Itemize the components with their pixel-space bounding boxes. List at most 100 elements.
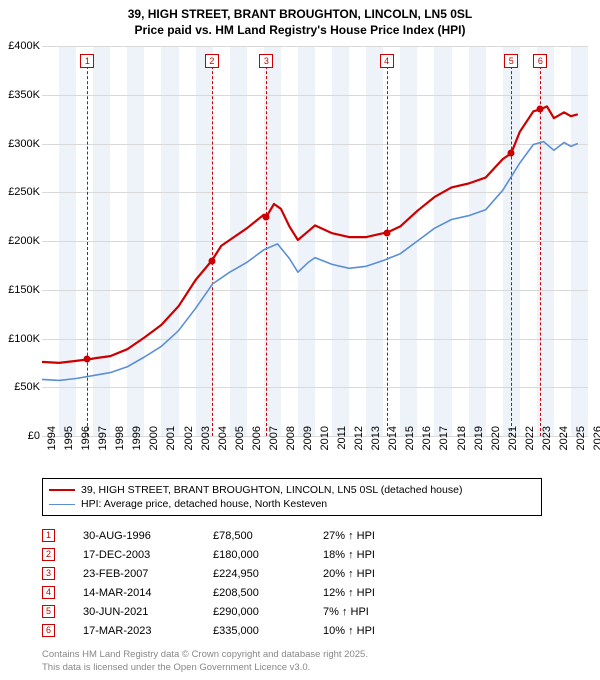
sales-row: 4 14-MAR-2014£208,50012% ↑ HPI	[42, 583, 423, 602]
x-tick-label: 1997	[97, 426, 109, 460]
sales-row-price: £335,000	[213, 625, 323, 637]
x-tick-label: 1996	[80, 426, 92, 460]
x-tick-label: 2014	[387, 426, 399, 460]
property-line	[42, 106, 578, 363]
x-tick-label: 2020	[490, 426, 502, 460]
x-tick-label: 2016	[421, 426, 433, 460]
x-tick-label: 2006	[251, 426, 263, 460]
sales-row: 3 23-FEB-2007£224,95020% ↑ HPI	[42, 564, 423, 583]
x-tick-label: 2012	[353, 426, 365, 460]
sale-dot	[383, 229, 390, 236]
y-tick-label: £350K	[0, 89, 40, 101]
x-tick-label: 2011	[336, 426, 348, 460]
x-tick-label: 2023	[541, 426, 553, 460]
x-tick-label: 2000	[148, 426, 160, 460]
title-line2: Price paid vs. HM Land Registry's House …	[0, 22, 600, 38]
sales-row-pct: 12% ↑ HPI	[323, 587, 423, 599]
y-tick-label: £400K	[0, 40, 40, 52]
sales-row: 1 30-AUG-1996£78,50027% ↑ HPI	[42, 526, 423, 545]
sales-row-price: £78,500	[213, 530, 323, 542]
sale-marker-badge: 2	[205, 54, 219, 68]
y-tick-label: £200K	[0, 235, 40, 247]
x-tick-label: 2005	[234, 426, 246, 460]
sale-dot	[263, 213, 270, 220]
legend-swatch	[49, 489, 75, 491]
sales-row-date: 14-MAR-2014	[83, 587, 213, 599]
x-tick-label: 2017	[438, 426, 450, 460]
x-tick-label: 2021	[507, 426, 519, 460]
x-tick-label: 2010	[319, 426, 331, 460]
y-tick-label: £300K	[0, 138, 40, 150]
x-tick-label: 2004	[217, 426, 229, 460]
y-tick-label: £250K	[0, 186, 40, 198]
y-tick-label: £150K	[0, 284, 40, 296]
chart-area: £0£50K£100K£150K£200K£250K£300K£350K£400…	[42, 46, 588, 436]
sales-row-pct: 27% ↑ HPI	[323, 530, 423, 542]
sale-marker-badge: 3	[259, 54, 273, 68]
footer: Contains HM Land Registry data © Crown c…	[42, 649, 368, 674]
sales-row: 6 17-MAR-2023£335,00010% ↑ HPI	[42, 621, 423, 640]
y-tick-label: £100K	[0, 333, 40, 345]
sales-row-date: 23-FEB-2007	[83, 568, 213, 580]
sale-marker-badge: 6	[533, 54, 547, 68]
hpi-line	[42, 142, 578, 381]
x-tick-label: 2003	[200, 426, 212, 460]
x-tick-label: 2019	[473, 426, 485, 460]
x-tick-label: 2009	[302, 426, 314, 460]
plot: £0£50K£100K£150K£200K£250K£300K£350K£400…	[42, 46, 588, 436]
sales-row-price: £290,000	[213, 606, 323, 618]
x-tick-label: 2002	[183, 426, 195, 460]
x-tick-label: 2024	[558, 426, 570, 460]
sales-row-date: 17-MAR-2023	[83, 625, 213, 637]
title-line1: 39, HIGH STREET, BRANT BROUGHTON, LINCOL…	[0, 6, 600, 22]
sales-table: 1 30-AUG-1996£78,50027% ↑ HPI 2 17-DEC-2003…	[42, 526, 423, 640]
legend-item: HPI: Average price, detached house, Nort…	[49, 497, 535, 511]
x-tick-label: 2018	[456, 426, 468, 460]
sales-row: 217-DEC-2003£180,00018% ↑ HPI	[42, 545, 423, 564]
sale-marker-badge: 1	[80, 54, 94, 68]
sales-row-price: £180,000	[213, 549, 323, 561]
sale-dot	[208, 257, 215, 264]
sales-row-date: 30-AUG-1996	[83, 530, 213, 542]
line-svg	[42, 46, 588, 436]
legend-label: HPI: Average price, detached house, Nort…	[81, 498, 327, 510]
sale-dot	[84, 356, 91, 363]
x-tick-label: 2015	[404, 426, 416, 460]
x-tick-label: 2022	[524, 426, 536, 460]
sales-row-date: 17-DEC-2003	[83, 549, 213, 561]
sales-row-pct: 10% ↑ HPI	[323, 625, 423, 637]
footer-line1: Contains HM Land Registry data © Crown c…	[42, 649, 368, 661]
x-tick-label: 2025	[575, 426, 587, 460]
chart-container: 39, HIGH STREET, BRANT BROUGHTON, LINCOL…	[0, 0, 600, 680]
sales-row-badge: 5	[42, 605, 55, 618]
sales-row-pct: 7% ↑ HPI	[323, 606, 423, 618]
sales-row-badge: 3	[42, 567, 55, 580]
footer-line2: This data is licensed under the Open Gov…	[42, 662, 368, 674]
y-tick-label: £0	[0, 430, 40, 442]
sales-row-badge: 2	[42, 548, 55, 561]
x-tick-label: 2026	[592, 426, 600, 460]
sales-row: 5 30-JUN-2021£290,0007% ↑ HPI	[42, 602, 423, 621]
sales-row-price: £208,500	[213, 587, 323, 599]
sale-dot	[508, 150, 515, 157]
x-tick-label: 1994	[46, 426, 58, 460]
sale-dot	[537, 106, 544, 113]
sales-row-badge: 6	[42, 624, 55, 637]
legend-label: 39, HIGH STREET, BRANT BROUGHTON, LINCOL…	[81, 484, 462, 496]
title-block: 39, HIGH STREET, BRANT BROUGHTON, LINCOL…	[0, 0, 600, 38]
sale-marker-badge: 5	[504, 54, 518, 68]
sales-row-badge: 1	[42, 529, 55, 542]
legend-swatch	[49, 504, 75, 505]
x-tick-label: 1999	[131, 426, 143, 460]
sales-row-price: £224,950	[213, 568, 323, 580]
y-tick-label: £50K	[0, 381, 40, 393]
x-tick-label: 2013	[370, 426, 382, 460]
sales-row-pct: 20% ↑ HPI	[323, 568, 423, 580]
sales-row-date: 30-JUN-2021	[83, 606, 213, 618]
legend: 39, HIGH STREET, BRANT BROUGHTON, LINCOL…	[42, 478, 542, 516]
sales-row-badge: 4	[42, 586, 55, 599]
x-tick-label: 2001	[165, 426, 177, 460]
x-tick-label: 2007	[268, 426, 280, 460]
legend-item: 39, HIGH STREET, BRANT BROUGHTON, LINCOL…	[49, 483, 535, 497]
x-tick-label: 2008	[285, 426, 297, 460]
